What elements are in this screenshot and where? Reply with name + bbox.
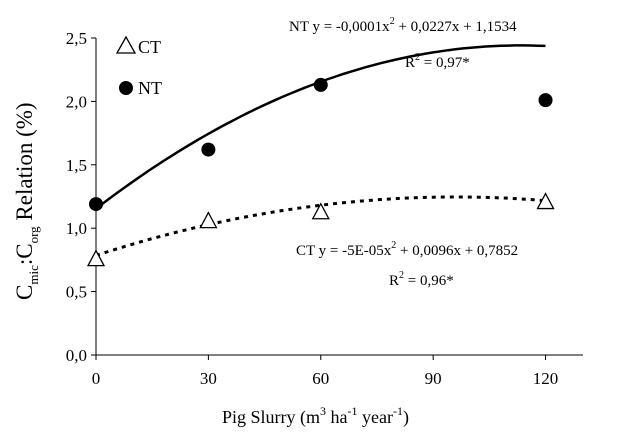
x-ticks: 0 30 60 90 120 [92,355,559,388]
y-tick-label: 1,0 [66,219,87,238]
x-tick-label: 120 [533,369,559,388]
ct-equation-text: CT y = -5E-05x2 + 0,0096x + 0,7852 [296,240,518,259]
nt-r2-text: R2 = 0,97* [405,52,470,71]
legend-ct-marker [115,35,137,54]
y-tick-label: 1,5 [66,156,87,175]
ct-equation: CT y = -5E-05x2 + 0,0096x + 0,7852 R2 = … [296,240,518,289]
data-point-ct [199,211,218,229]
nt-equation-text: NT y = -0,0001x2 + 0,0227x + 1,1534 [289,16,517,35]
x-tick-label: 90 [425,369,442,388]
fit-curves [95,44,546,257]
axes [95,38,583,356]
fit-curve-nt [95,44,546,210]
data-point-nt [89,197,103,212]
x-axis-title: Pig Slurry (m3 ha-1 year-1) [222,404,409,428]
y-ticks: 0,0 0,5 1,0 1,5 2,0 2,5 [66,29,96,365]
y-tick-label: 2,5 [66,29,87,48]
data-point-nt [538,93,553,108]
y-tick-label: 0,0 [66,346,87,365]
x-tick-label: 0 [92,369,101,388]
y-axis-title: Cmic:Corg Relation (%) [12,102,41,300]
legend-ct-label: CT [138,37,161,57]
nt-equation: NT y = -0,0001x2 + 0,0227x + 1,1534 R2 =… [289,16,517,71]
fit-curve-ct [95,195,546,257]
x-tick-label: 30 [200,369,217,388]
y-tick-label: 0,5 [66,283,87,302]
legend-nt-label: NT [138,78,162,98]
x-tick-label: 60 [312,369,329,388]
data-point-nt [201,142,216,157]
y-tick-label: 2,0 [66,92,87,111]
data-point-ct [536,192,555,210]
legend: CT NT [115,35,162,98]
data-points [86,77,555,267]
data-point-nt [313,77,328,92]
data-point-ct [86,249,106,267]
data-point-ct [311,202,330,220]
ct-r2-text: R2 = 0,96* [389,270,454,289]
legend-nt-marker [119,81,133,95]
